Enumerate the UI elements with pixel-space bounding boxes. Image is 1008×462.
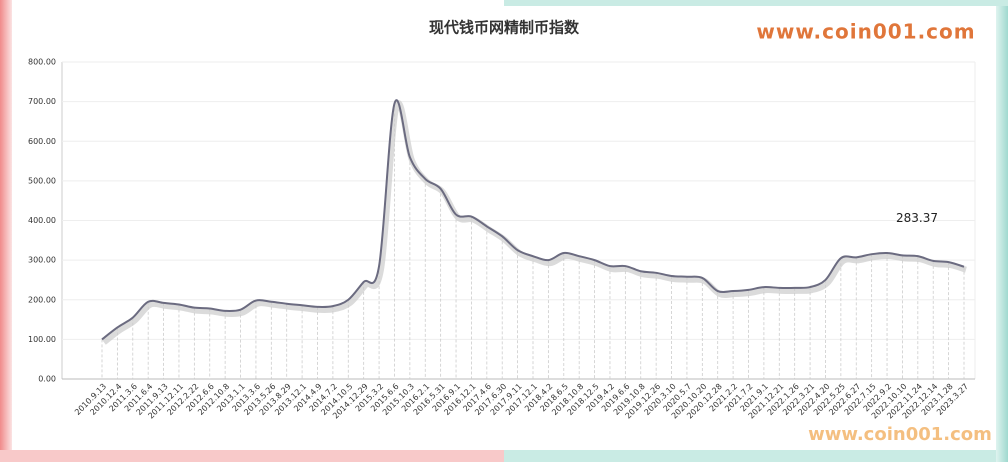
- y-tick-label: 0.00: [38, 375, 56, 384]
- y-tick-label: 600.00: [28, 137, 56, 146]
- y-tick-label: 200.00: [28, 295, 56, 304]
- line-shadow: [102, 100, 967, 345]
- bottom-right-border: [504, 450, 1008, 462]
- top-right-border: [504, 0, 1008, 6]
- left-border: [0, 0, 12, 462]
- right-border: [996, 0, 1008, 462]
- y-tick-label: 700.00: [28, 97, 56, 106]
- y-tick-label: 300.00: [28, 256, 56, 265]
- watermark: www.coin001.com: [756, 20, 975, 44]
- y-tick-label: 500.00: [28, 176, 56, 185]
- chart-title: 现代钱币网精制币指数: [429, 19, 580, 37]
- y-tick-label: 400.00: [28, 216, 56, 225]
- y-tick-label: 800.00: [28, 58, 56, 67]
- watermark: www.coin001.com: [808, 424, 992, 445]
- bottom-left-border: [0, 450, 504, 462]
- line: [101, 99, 965, 341]
- annotation: 283.37: [896, 211, 938, 225]
- y-tick-label: 100.00: [28, 335, 56, 344]
